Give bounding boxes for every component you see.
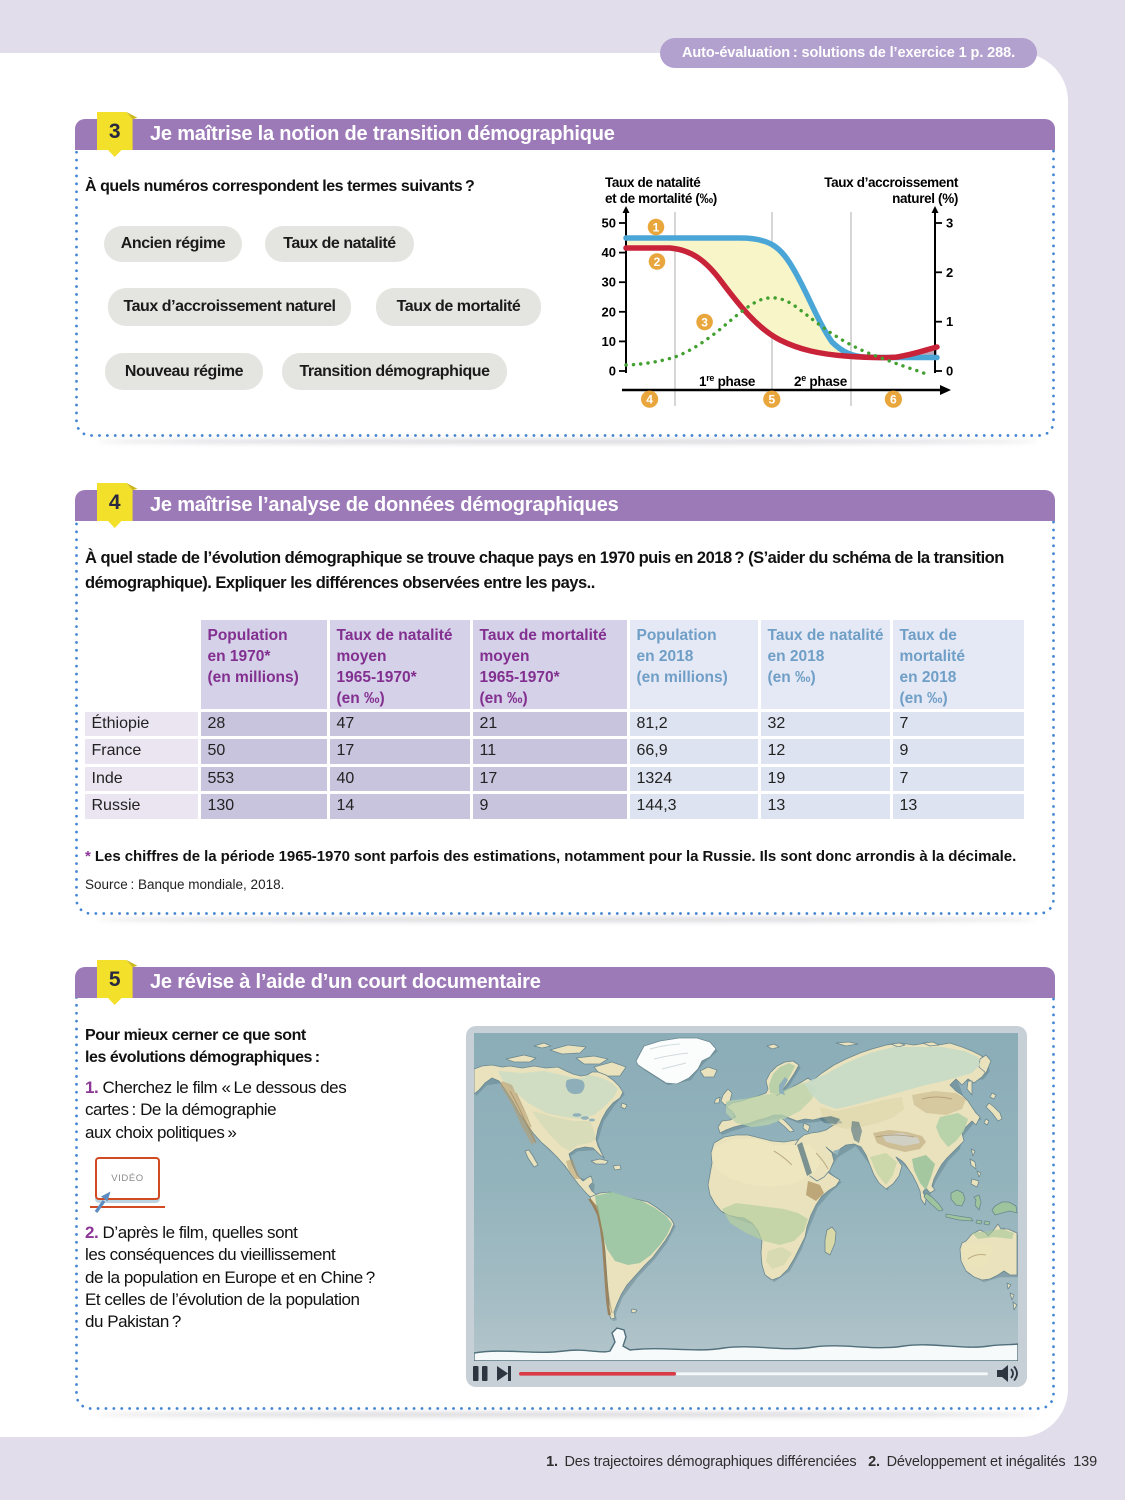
svg-text:0: 0 xyxy=(946,364,953,379)
svg-text:2: 2 xyxy=(654,255,661,269)
svg-text:30: 30 xyxy=(602,275,616,290)
svg-text:Taux de natalité: Taux de natalité xyxy=(605,175,701,190)
svg-text:2: 2 xyxy=(946,265,953,280)
svg-text:et de mortalité (‰): et de mortalité (‰) xyxy=(605,191,717,206)
svg-text:4: 4 xyxy=(646,393,653,407)
svg-text:5: 5 xyxy=(768,393,775,407)
svg-text:1re phase: 1re phase xyxy=(699,373,756,389)
svg-text:40: 40 xyxy=(602,245,616,260)
svg-text:3: 3 xyxy=(701,315,708,329)
svg-text:2e phase: 2e phase xyxy=(794,373,848,389)
svg-text:Taux d’accroissement: Taux d’accroissement xyxy=(824,175,959,190)
svg-text:naturel (%): naturel (%) xyxy=(892,191,958,206)
svg-text:20: 20 xyxy=(602,304,616,319)
svg-text:10: 10 xyxy=(602,334,616,349)
svg-text:3: 3 xyxy=(946,216,953,231)
svg-text:0: 0 xyxy=(609,364,616,379)
svg-text:1: 1 xyxy=(946,314,953,329)
svg-text:1: 1 xyxy=(653,220,660,234)
svg-text:50: 50 xyxy=(602,216,616,231)
svg-text:6: 6 xyxy=(890,393,897,407)
